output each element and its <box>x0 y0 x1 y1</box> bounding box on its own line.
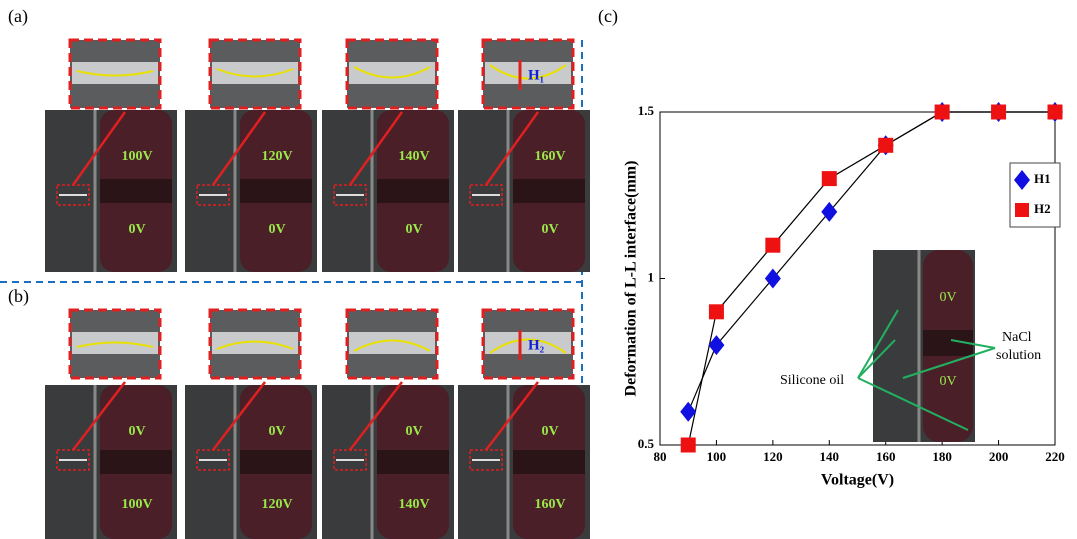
panel-label: (c) <box>598 6 618 27</box>
x-tick-label: 160 <box>876 449 896 464</box>
annotation: solution <box>996 348 1041 363</box>
channel-band <box>513 179 585 203</box>
x-tick-label: 140 <box>820 449 840 464</box>
x-tick-label: 120 <box>763 449 783 464</box>
legend-label: H1 <box>1034 171 1051 186</box>
channel-band <box>240 179 312 203</box>
x-axis-label: Voltage(V) <box>821 472 894 489</box>
inset-label: 0V <box>939 290 956 305</box>
series-line <box>688 112 1055 412</box>
voltage-label: 0V <box>128 424 145 439</box>
annotation: Silicone oil <box>780 373 844 388</box>
voltage-label: 100V <box>121 149 152 164</box>
x-tick-label: 180 <box>932 449 952 464</box>
legend-label: H2 <box>1034 201 1051 216</box>
channel-band <box>100 450 172 474</box>
channel-band <box>377 179 449 203</box>
channel-band <box>377 450 449 474</box>
voltage-label: 0V <box>541 222 558 237</box>
zoom-band <box>212 62 298 84</box>
marker <box>765 238 780 253</box>
zoom-band <box>349 62 435 84</box>
voltage-label: 0V <box>268 424 285 439</box>
y-tick-label: 1.5 <box>638 103 655 118</box>
voltage-label: 100V <box>121 497 152 512</box>
height-label: H₂ <box>528 337 545 353</box>
zoom-band <box>212 332 298 354</box>
voltage-label: 120V <box>261 149 292 164</box>
marker <box>822 171 837 186</box>
y-tick-label: 1 <box>648 269 655 284</box>
channel-band <box>513 450 585 474</box>
x-tick-label: 200 <box>989 449 1009 464</box>
marker <box>1048 105 1063 120</box>
voltage-label: 140V <box>398 149 429 164</box>
voltage-label: 160V <box>534 497 565 512</box>
voltage-label: 0V <box>405 222 422 237</box>
panel-label: (b) <box>8 286 29 307</box>
channel-band <box>100 179 172 203</box>
marker <box>991 105 1006 120</box>
voltage-label: 160V <box>534 149 565 164</box>
y-axis-label: Deformation of L-L interface(mm) <box>623 161 640 397</box>
voltage-label: 140V <box>398 497 429 512</box>
height-label: H₁ <box>528 67 544 83</box>
x-tick-label: 220 <box>1045 449 1065 464</box>
panel-label: (a) <box>8 6 28 27</box>
voltage-label: 120V <box>261 497 292 512</box>
annotation: NaCl <box>1002 330 1032 345</box>
x-tick-label: 80 <box>654 449 667 464</box>
voltage-label: 0V <box>268 222 285 237</box>
marker <box>878 138 893 153</box>
inset-label: 0V <box>939 374 956 389</box>
x-tick-label: 100 <box>707 449 727 464</box>
y-tick-label: 0.5 <box>638 436 655 451</box>
marker <box>935 105 950 120</box>
legend-marker <box>1015 203 1029 217</box>
channel-band <box>240 450 312 474</box>
voltage-label: 0V <box>405 424 422 439</box>
voltage-label: 0V <box>541 424 558 439</box>
marker <box>709 304 724 319</box>
figure: (a) (b) (c) 100V 0V 120V 0V 140V 0V 160V 0V H₁ 0V… <box>0 0 1077 539</box>
zoom-band <box>349 332 435 354</box>
marker <box>681 438 696 453</box>
voltage-label: 0V <box>128 222 145 237</box>
